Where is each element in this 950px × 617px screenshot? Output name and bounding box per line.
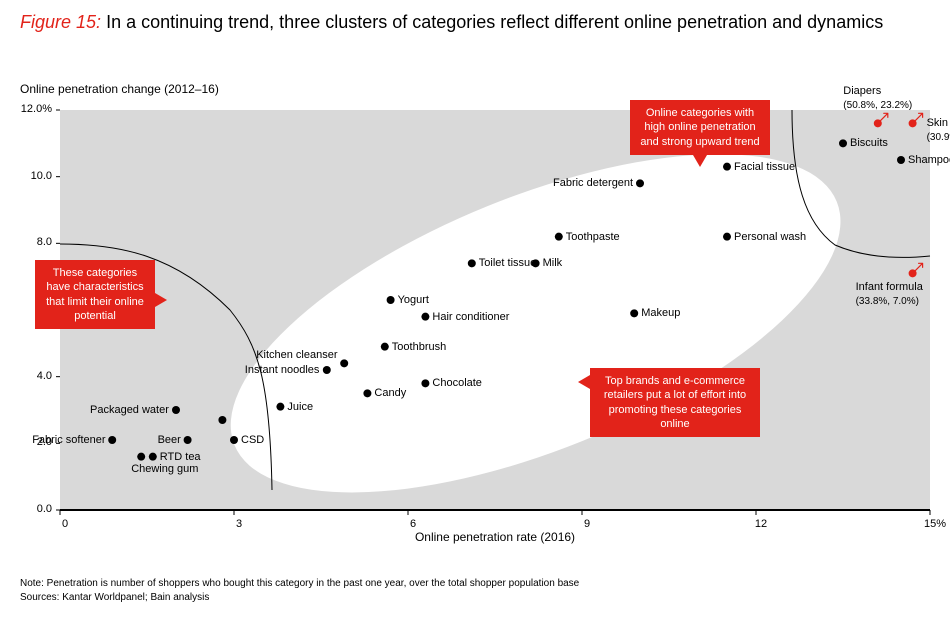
x-tick-label: 15% — [920, 518, 950, 530]
x-tick-label: 6 — [398, 518, 428, 530]
x-tick-label: 12 — [746, 518, 776, 530]
callout-middle: Top brands and e-commerce retailers put … — [590, 368, 760, 437]
callout-bottom-left: These categories have characteristics th… — [35, 260, 155, 329]
x-axis-label: Online penetration rate (2016) — [60, 530, 930, 544]
callout-top-right: Online categories with high online penet… — [630, 100, 770, 155]
y-tick-label: 2.0 — [37, 436, 52, 448]
chart-note: Note: Penetration is number of shoppers … — [20, 578, 579, 589]
y-tick-label: 8.0 — [37, 236, 52, 248]
y-tick-label: 0.0 — [37, 503, 52, 515]
x-tick-label: 0 — [50, 518, 80, 530]
y-tick-label: 4.0 — [37, 370, 52, 382]
y-tick-label: 10.0 — [31, 170, 52, 182]
x-tick-label: 3 — [224, 518, 254, 530]
y-tick-label: 12.0% — [21, 103, 52, 115]
chart-sources: Sources: Kantar Worldpanel; Bain analysi… — [20, 592, 209, 603]
x-tick-label: 9 — [572, 518, 602, 530]
